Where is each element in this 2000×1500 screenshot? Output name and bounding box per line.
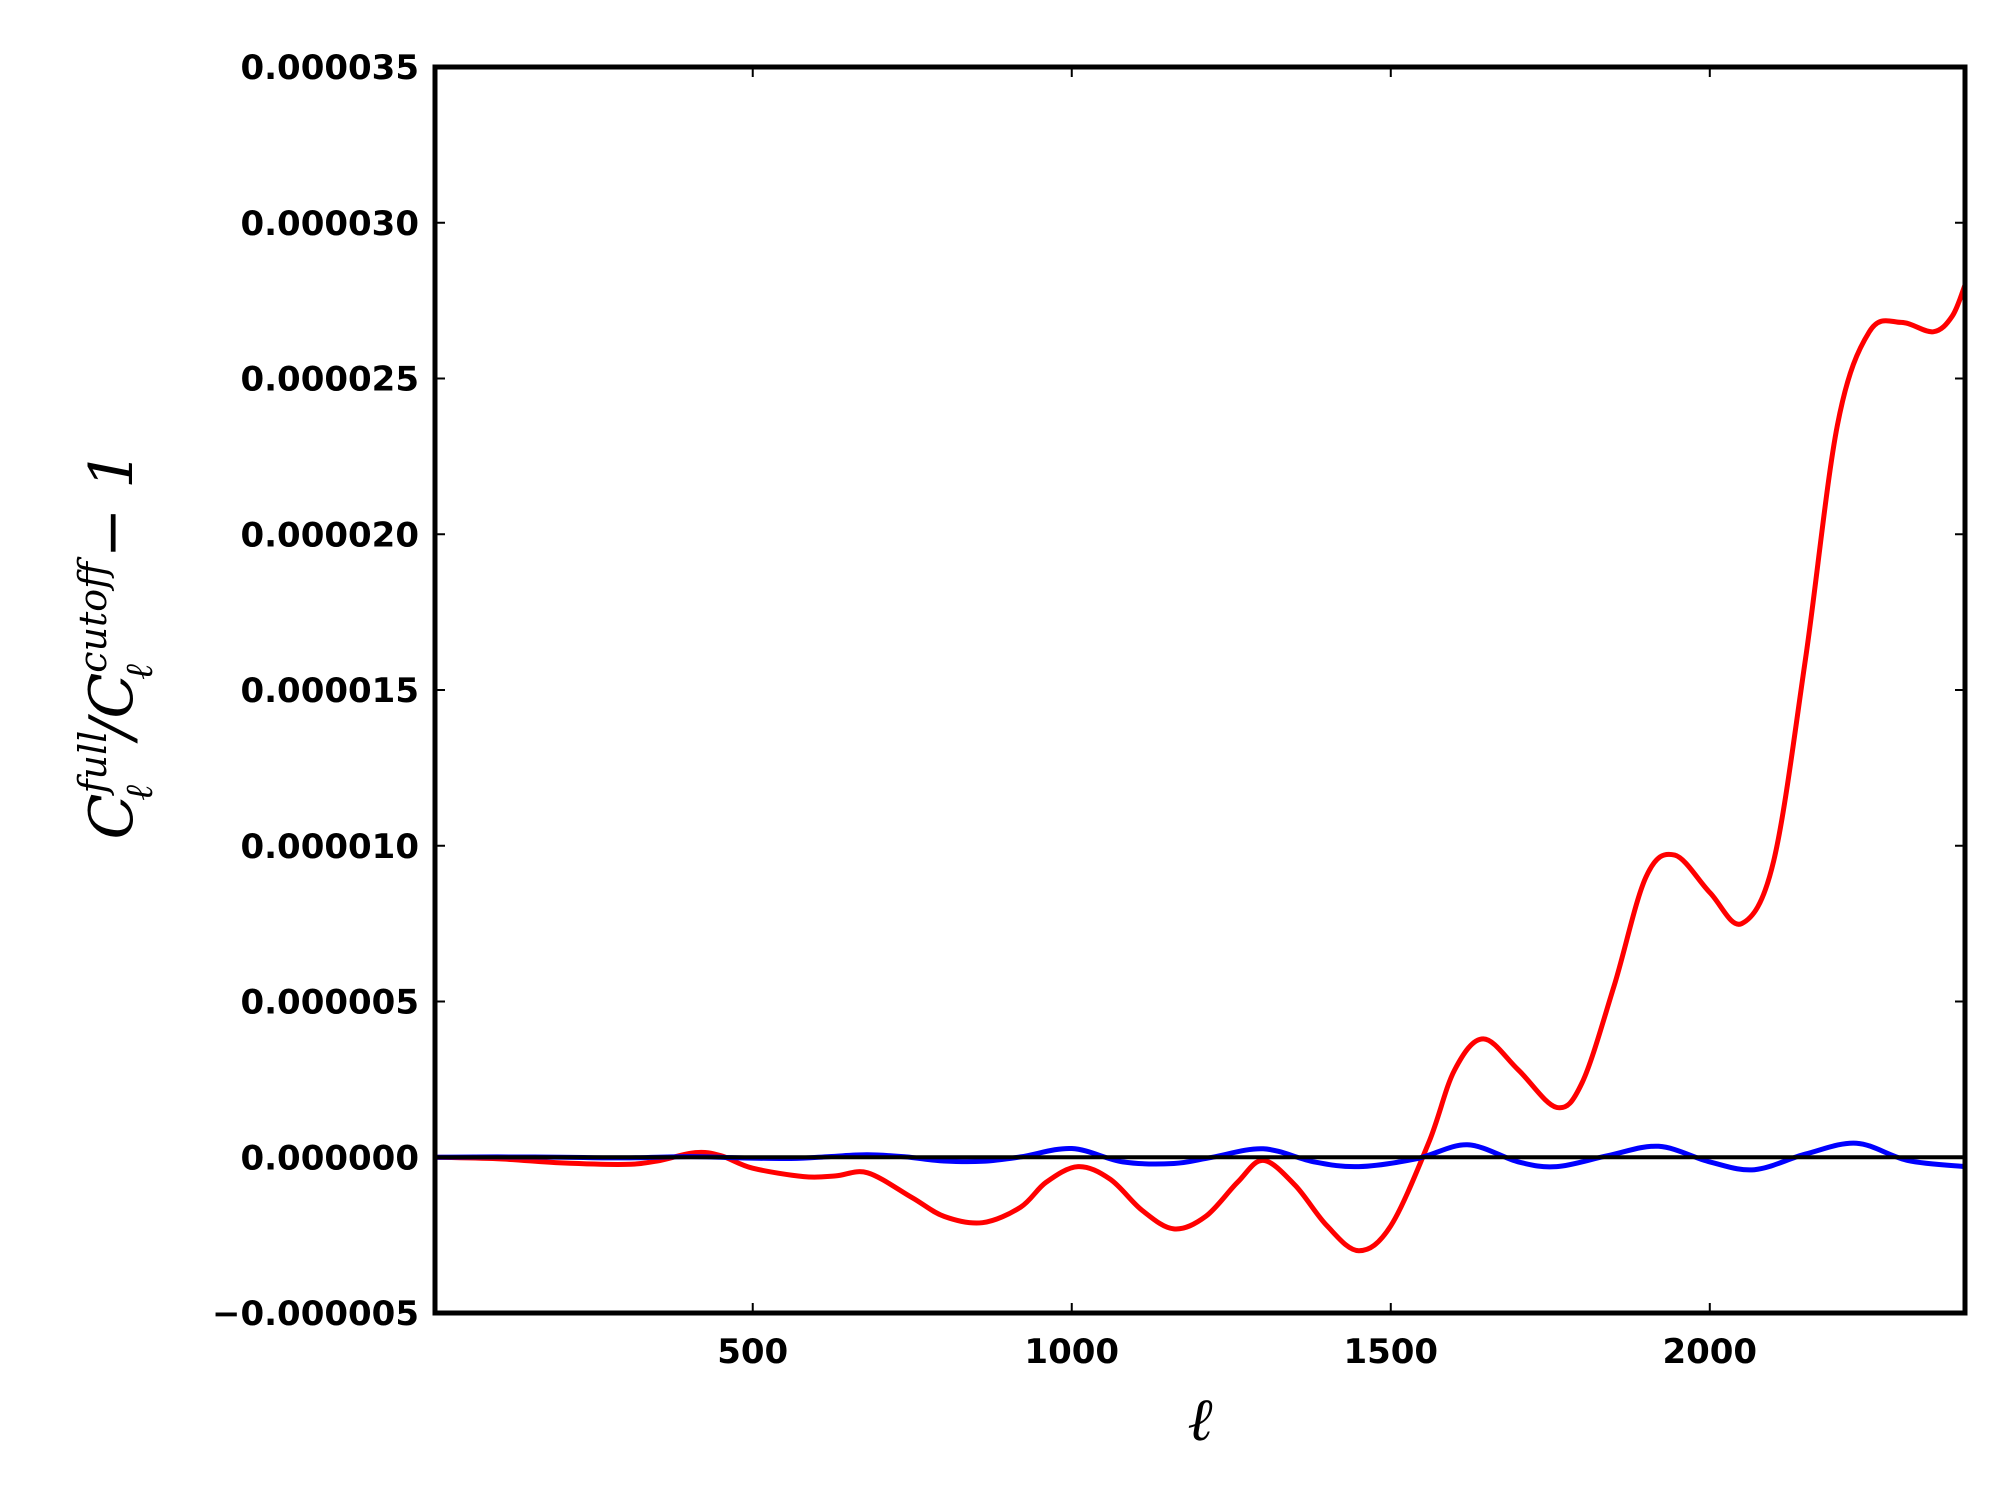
y-label-base2: C [77, 673, 147, 719]
x-tick-label: 1000 [1024, 1332, 1119, 1372]
y-tick-label: −0.000005 [212, 1294, 419, 1334]
x-axis-label: ℓ [1188, 1385, 1213, 1455]
plot-marks [435, 282, 1965, 1254]
y-tick-label: 0.000035 [240, 48, 419, 88]
y-tick-label: 0.000010 [240, 827, 419, 867]
y-label-sub1: ℓ [117, 785, 161, 801]
y-tick-label: 0.000005 [240, 983, 419, 1023]
y-tick-label: 0.000025 [240, 360, 419, 400]
y-label-sup1: full [71, 731, 115, 797]
y-label-sup2: cutoff [71, 556, 115, 673]
x-tick-label: 500 [717, 1332, 788, 1372]
y-label-tail: − 1 [77, 451, 147, 559]
x-tick-label: 2000 [1662, 1332, 1757, 1372]
y-tick-label: 0.000000 [240, 1138, 419, 1178]
y-label-base1: C [77, 794, 147, 840]
series-line-1 [435, 282, 1965, 1254]
tick-layer: 500 1000 1500 2000 −0.000005 0.000000 0.000005… [212, 48, 1965, 1372]
x-tick-label: 1500 [1343, 1332, 1438, 1372]
y-axis-label: Cfullℓ/Ccutoffℓ− 1 [71, 451, 161, 840]
plot-frame [432, 64, 1968, 1316]
svg-text:Cfullℓ/Ccutoffℓ− 1: Cfullℓ/Ccutoffℓ− 1 [71, 451, 161, 840]
y-label-sub2: ℓ [117, 664, 161, 680]
y-tick-label: 0.000030 [240, 204, 419, 244]
y-tick-label: 0.000020 [240, 515, 419, 555]
y-tick-label: 0.000015 [240, 671, 419, 711]
